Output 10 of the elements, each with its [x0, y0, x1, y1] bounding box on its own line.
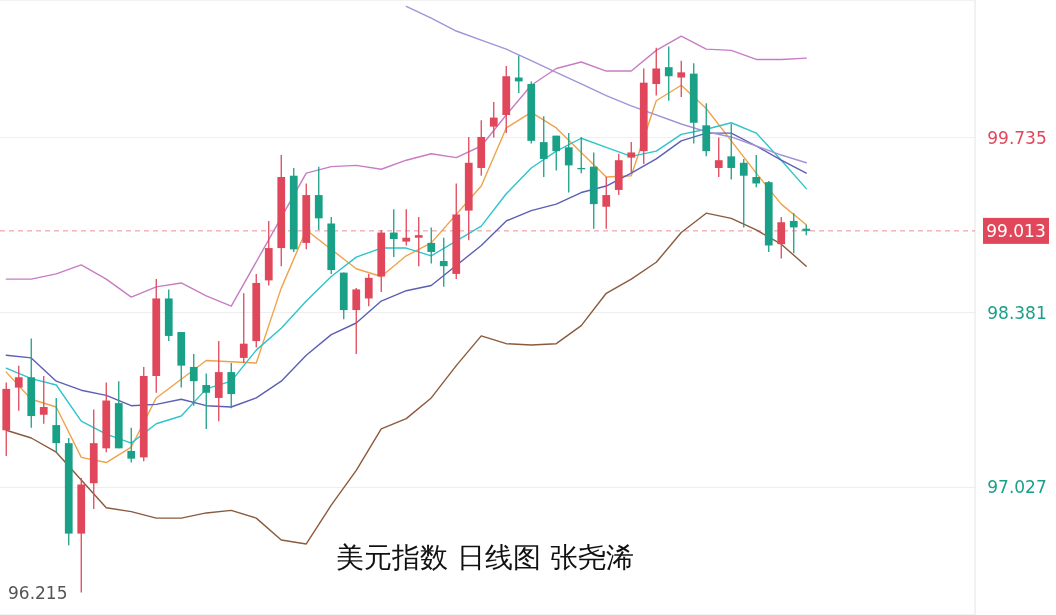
annotation: 96.215 [8, 583, 68, 603]
line-series [5, 35, 807, 307]
ref-line-label: 99.013 [986, 220, 1046, 241]
line-series [5, 212, 807, 545]
y-tick-label: 98.381 [987, 302, 1047, 323]
line-series [5, 84, 807, 464]
y-tick-label: 97.027 [987, 477, 1047, 498]
line-series [405, 5, 807, 164]
text: 美元指数 日线图 张尧浠 [336, 541, 634, 574]
y-tick-label: 99.735 [987, 127, 1047, 148]
